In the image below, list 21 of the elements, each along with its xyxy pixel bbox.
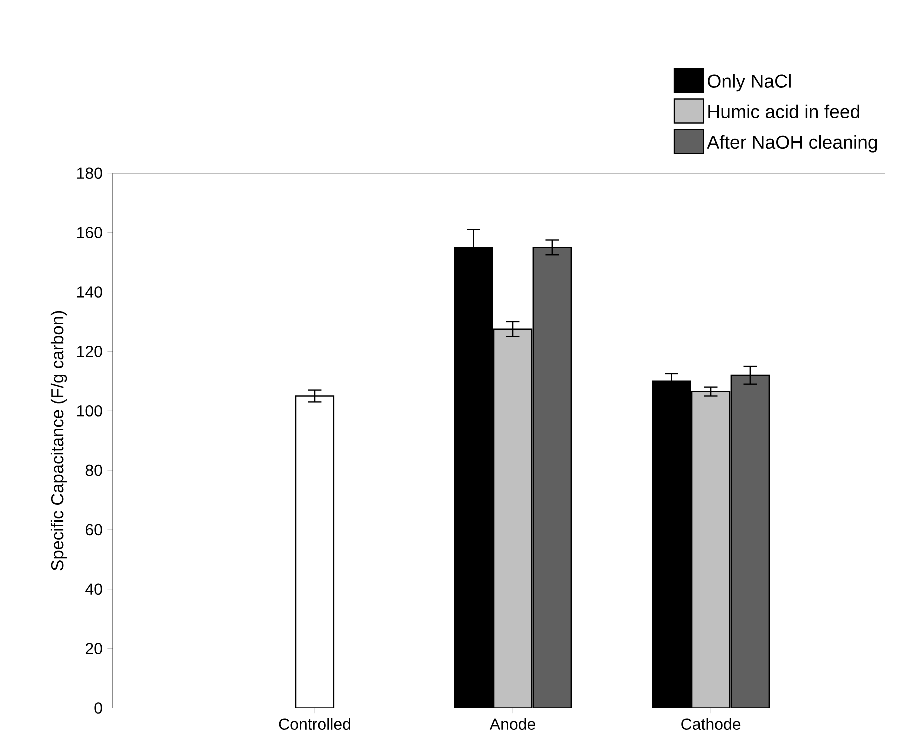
legend-label: After NaOH cleaning [707,135,878,153]
x-tick-label: Cathode [682,718,741,730]
y-tick-label: 0 [94,702,102,714]
bar [532,246,572,708]
legend-label: Only NaCl [708,74,791,92]
y-tick-label: 80 [86,464,102,476]
x-tick-label: Anode [490,718,536,730]
x-tick-label: Controlled [279,718,350,730]
y-tick-label: 100 [78,405,102,417]
y-tick-label: 40 [86,584,102,595]
y-tick-label: 140 [78,286,102,298]
y-tick-label: 180 [78,168,102,179]
bar [691,391,731,708]
y-tick-label: 160 [78,227,102,238]
bar [493,328,533,708]
y-tick-label: 20 [86,643,102,654]
bar [730,374,770,708]
legend-label: Humic acid in feed [708,104,860,118]
y-axis-title: Specific Capacitance (F/g carbon) [50,311,68,570]
y-tick-label: 60 [86,524,102,536]
y-tick-label: 120 [78,346,102,358]
